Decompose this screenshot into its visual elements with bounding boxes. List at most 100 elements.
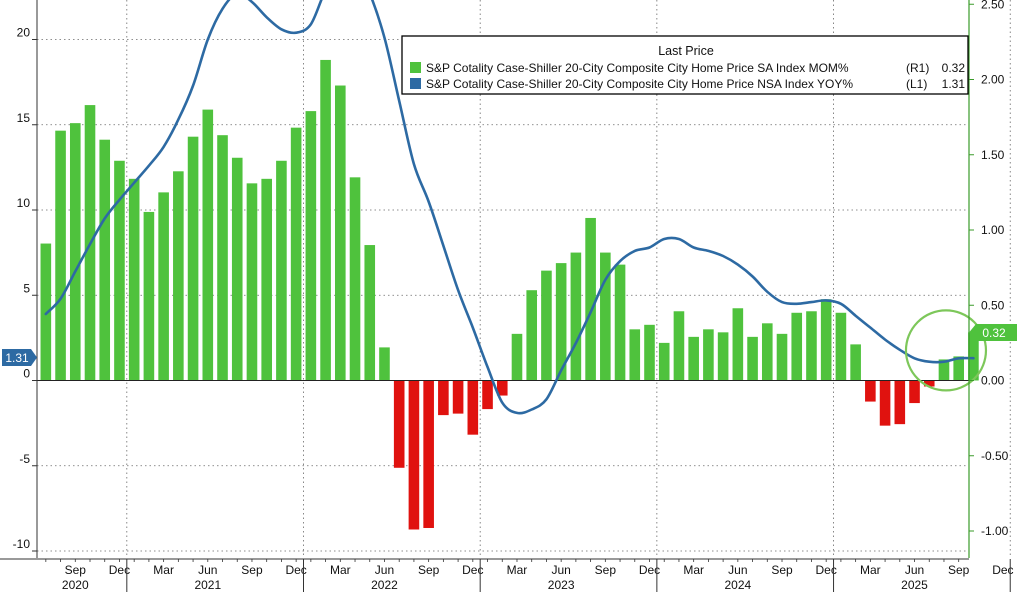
x-tick-label: Jun bbox=[198, 563, 217, 577]
x-tick-label: Sep bbox=[241, 563, 263, 577]
mom-bar bbox=[40, 243, 52, 381]
mom-bar bbox=[379, 347, 390, 381]
x-tick-label: Dec bbox=[992, 563, 1013, 577]
year-label: 2021 bbox=[194, 578, 221, 592]
mom-bar bbox=[173, 171, 184, 381]
left-tick-label: -5 bbox=[19, 452, 30, 466]
left-tick-label: 10 bbox=[17, 196, 31, 210]
legend-swatch-yoy bbox=[410, 78, 421, 89]
mom-bar bbox=[747, 336, 758, 381]
x-tick-label: Sep bbox=[418, 563, 440, 577]
mom-bar bbox=[217, 135, 228, 381]
x-tick-label: Jun bbox=[905, 563, 924, 577]
mom-bar bbox=[69, 123, 81, 381]
x-tick-label: Mar bbox=[507, 563, 528, 577]
mom-bar bbox=[555, 263, 567, 381]
mom-bar bbox=[55, 130, 66, 381]
right-axis: 2.50 2.00 1.50 1.00 0.50 0.00 -0.50 -1.00 bbox=[968, 0, 1009, 558]
mom-bar bbox=[202, 109, 214, 381]
left-tick-label: 5 bbox=[23, 281, 30, 295]
mom-bar bbox=[526, 290, 538, 381]
mom-bar bbox=[761, 323, 773, 381]
legend-last-yoy: 1.31 bbox=[942, 77, 966, 91]
mom-bar bbox=[629, 329, 641, 381]
mom-bar bbox=[320, 59, 331, 381]
legend-label-mom: S&P Cotality Case-Shiller 20-City Compos… bbox=[426, 61, 849, 75]
mom-bar bbox=[408, 380, 420, 530]
right-tick-label: 0.50 bbox=[981, 298, 1005, 312]
x-tick-label: Dec bbox=[462, 563, 483, 577]
left-tick-label: 20 bbox=[17, 26, 31, 40]
x-tick-label: Dec bbox=[816, 563, 837, 577]
mom-bar bbox=[290, 127, 302, 381]
mom-bar bbox=[835, 312, 847, 381]
yoy-line bbox=[44, 0, 975, 415]
mom-bar bbox=[143, 211, 155, 381]
mom-bar bbox=[423, 380, 434, 528]
mom-bar bbox=[938, 359, 950, 381]
mom-bar bbox=[114, 160, 125, 381]
x-tick-label: Mar bbox=[153, 563, 174, 577]
highlight-circle bbox=[904, 309, 988, 392]
mom-bar bbox=[231, 157, 243, 381]
x-tick-label: Dec bbox=[639, 563, 660, 577]
mom-bar bbox=[909, 380, 920, 404]
x-tick-label: Sep bbox=[771, 563, 793, 577]
right-tick-label: 2.50 bbox=[981, 0, 1005, 11]
mom-bar bbox=[732, 308, 744, 381]
mom-bar bbox=[511, 333, 523, 381]
year-label: 2023 bbox=[548, 578, 575, 592]
mom-bar bbox=[438, 380, 449, 416]
right-tick-label: 1.00 bbox=[981, 223, 1005, 237]
mom-bar bbox=[865, 380, 876, 402]
mom-bar bbox=[364, 245, 376, 381]
year-label: 2025 bbox=[901, 578, 928, 592]
legend-axis-mom: (R1) bbox=[906, 61, 929, 75]
mom-bar bbox=[158, 192, 169, 381]
last-value-right: 0.32 bbox=[969, 324, 1017, 341]
gridlines bbox=[37, 0, 1011, 558]
legend-last-mom: 0.32 bbox=[942, 61, 966, 75]
mom-bar bbox=[820, 299, 832, 381]
x-tick-label: Jun bbox=[375, 563, 394, 577]
mom-bar bbox=[644, 324, 655, 381]
left-tick-label: -10 bbox=[13, 537, 31, 551]
x-tick-label: Sep bbox=[595, 563, 617, 577]
mom-bar bbox=[452, 380, 464, 414]
mom-bar bbox=[482, 380, 493, 410]
mom-bar bbox=[335, 85, 346, 381]
right-tick-label: 1.50 bbox=[981, 148, 1005, 162]
x-tick-label: Dec bbox=[109, 563, 130, 577]
right-tick-label: 2.00 bbox=[981, 73, 1005, 87]
mom-bar bbox=[349, 177, 361, 381]
x-tick-label: Sep bbox=[65, 563, 87, 577]
mom-bar bbox=[614, 264, 626, 381]
mom-bar bbox=[600, 252, 611, 381]
mom-bar bbox=[467, 380, 479, 435]
mom-bar bbox=[717, 332, 729, 381]
mom-bar bbox=[187, 136, 199, 381]
x-axis: Sep Dec Mar Jun Sep Dec Mar Jun Sep Dec Mar Jun Sep D… bbox=[0, 558, 1014, 592]
left-tick-label: 0 bbox=[23, 367, 30, 381]
mom-bar bbox=[791, 312, 803, 381]
mom-bar bbox=[703, 329, 714, 381]
year-label: 2024 bbox=[724, 578, 751, 592]
x-tick-label: Mar bbox=[330, 563, 351, 577]
mom-bar bbox=[393, 380, 405, 468]
left-tick-label: 15 bbox=[17, 111, 31, 125]
legend-swatch-mom bbox=[410, 62, 421, 73]
mom-bar bbox=[894, 380, 906, 425]
last-value-right-text: 0.32 bbox=[982, 326, 1006, 340]
mom-bar bbox=[570, 252, 582, 381]
right-tick-label: -1.00 bbox=[981, 524, 1009, 538]
mom-bar bbox=[276, 160, 287, 381]
last-value-left-text: 1.31 bbox=[5, 351, 29, 365]
legend: Last Price S&P Cotality Case-Shiller 20-… bbox=[401, 35, 969, 95]
mom-bar bbox=[541, 270, 552, 381]
right-tick-label: -0.50 bbox=[981, 449, 1009, 463]
mom-bar bbox=[806, 311, 817, 381]
mom-bar bbox=[923, 380, 935, 387]
mom-bar bbox=[776, 333, 788, 381]
